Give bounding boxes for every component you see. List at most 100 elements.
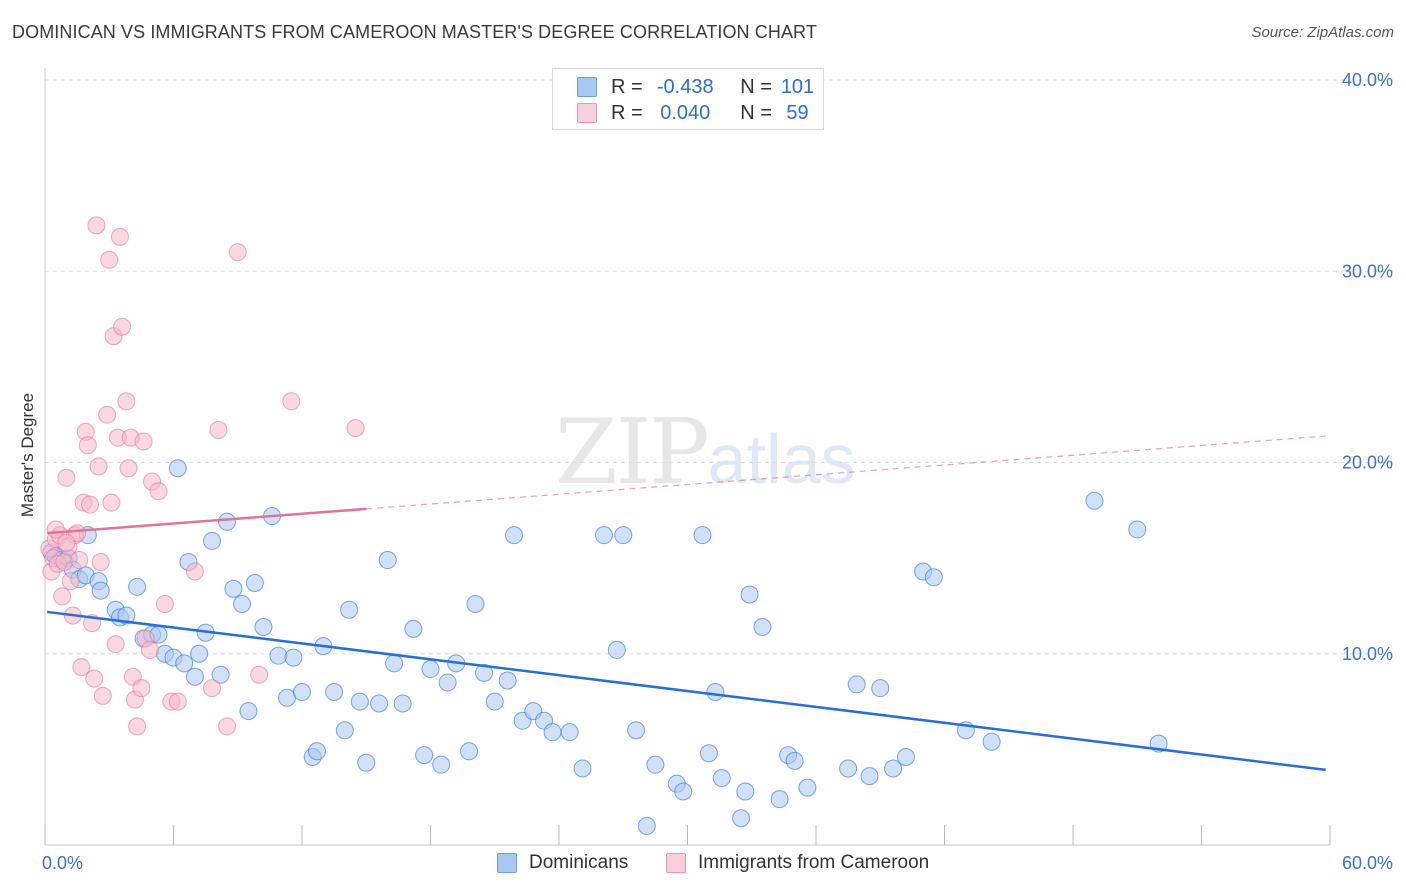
cameroon-point <box>113 317 132 336</box>
dominican-point <box>168 459 187 478</box>
cameroon-point <box>80 495 99 514</box>
dominican-point <box>91 581 110 600</box>
dominican-point <box>284 648 303 667</box>
dominican-point <box>594 526 613 545</box>
y-axis-label: Master's Degree <box>18 392 37 518</box>
dominican-point <box>753 617 772 636</box>
dominican-point <box>293 683 311 701</box>
n-label: N = <box>740 75 772 98</box>
cameroon-point <box>218 717 237 736</box>
dominican-point <box>357 753 376 772</box>
r-label: R = <box>611 75 643 98</box>
dominican-point <box>505 526 524 545</box>
cameroon-point <box>70 551 89 570</box>
legend-swatch-cameroon <box>666 853 686 873</box>
dominican-point <box>637 816 656 835</box>
dominican-point <box>350 692 369 711</box>
dominican-point <box>732 809 751 828</box>
cameroon-point <box>89 457 108 476</box>
dominican-point <box>573 759 592 778</box>
cameroon-point <box>346 419 365 438</box>
dominican-point <box>884 759 903 778</box>
y-tick-label: 40.0% <box>1342 70 1393 90</box>
x-tick-label: 60.0% <box>1342 853 1393 873</box>
watermark-zip: ZIP <box>555 400 710 505</box>
x-tick-label: 0.0% <box>42 853 83 873</box>
dominican-point <box>239 702 258 721</box>
dominican-point <box>233 595 252 614</box>
n-value: 59 <box>786 101 809 124</box>
dominican-point <box>432 755 451 774</box>
legend-label-dominicans: Dominicans <box>529 852 629 873</box>
dominican-point <box>421 660 440 679</box>
dominican-point <box>896 748 915 767</box>
cameroon-point <box>282 392 301 411</box>
dominican-point <box>699 744 718 763</box>
dominican-point <box>712 769 731 788</box>
dominican-point <box>185 667 204 686</box>
trend-line-cameroon-dashed <box>366 435 1326 510</box>
swatch-dominicans <box>577 77 597 97</box>
trend-line-dominicans <box>46 610 1326 772</box>
legend-item-dominicans[interactable]: Dominicans <box>497 852 628 874</box>
dominican-point <box>404 619 423 638</box>
dominican-point <box>674 782 693 801</box>
cameroon-point <box>117 392 136 411</box>
trend-line-cameroon <box>47 507 367 535</box>
cameroon-point <box>102 493 121 512</box>
dominican-point <box>560 723 579 742</box>
cameroon-point <box>168 692 187 711</box>
dominican-point <box>693 526 712 545</box>
cameroon-point <box>203 679 222 698</box>
y-tick-label: 20.0% <box>1342 453 1393 473</box>
cameroon-point <box>53 587 72 606</box>
dominican-point <box>740 585 759 604</box>
cameroon-point <box>155 595 174 614</box>
cameroon-point <box>98 405 117 424</box>
dominican-point <box>378 551 397 570</box>
cameroon-point <box>57 533 76 552</box>
dominican-point <box>982 732 1001 751</box>
legend-item-cameroon[interactable]: Immigrants from Cameroon <box>666 852 929 874</box>
dominican-point <box>245 573 264 592</box>
dominican-point <box>646 755 665 774</box>
cameroon-point <box>132 679 151 698</box>
dominican-point <box>847 675 866 694</box>
dominican-point <box>460 742 479 761</box>
cameroon-point <box>110 227 129 246</box>
dominican-point <box>860 767 879 786</box>
y-tick-label: 30.0% <box>1342 261 1393 281</box>
watermark-atlas: atlas <box>707 420 856 498</box>
dominican-point <box>706 683 725 701</box>
dominican-point <box>785 751 804 770</box>
dominican-point <box>278 688 297 707</box>
dominican-point <box>798 778 817 797</box>
dominican-point <box>269 646 288 665</box>
dominican-point <box>614 526 633 545</box>
cameroon-point <box>106 635 125 654</box>
dominican-point <box>839 759 858 778</box>
dominican-point <box>627 721 646 740</box>
cameroon-point <box>78 436 97 455</box>
cameroon-point <box>228 243 247 262</box>
dominican-point <box>1085 491 1104 510</box>
dominican-point <box>498 671 517 690</box>
chart-title: DOMINICAN VS IMMIGRANTS FROM CAMEROON MA… <box>12 22 817 42</box>
cameroon-point <box>55 552 74 571</box>
cameroon-point <box>209 420 228 439</box>
cameroon-point <box>100 250 119 269</box>
cameroon-point <box>87 216 106 235</box>
dominican-point <box>393 694 412 713</box>
dominican-point <box>607 640 626 659</box>
cameroon-point <box>128 717 147 736</box>
legend-swatch-dominicans <box>497 853 517 873</box>
dominican-point <box>117 606 136 625</box>
dominican-point <box>736 782 755 801</box>
dominican-point <box>770 790 789 809</box>
swatch-cameroon <box>577 103 597 123</box>
dominican-point <box>543 723 562 742</box>
dominican-point <box>466 595 485 614</box>
dominican-point <box>485 692 504 711</box>
legend-label-cameroon: Immigrants from Cameroon <box>698 852 930 873</box>
